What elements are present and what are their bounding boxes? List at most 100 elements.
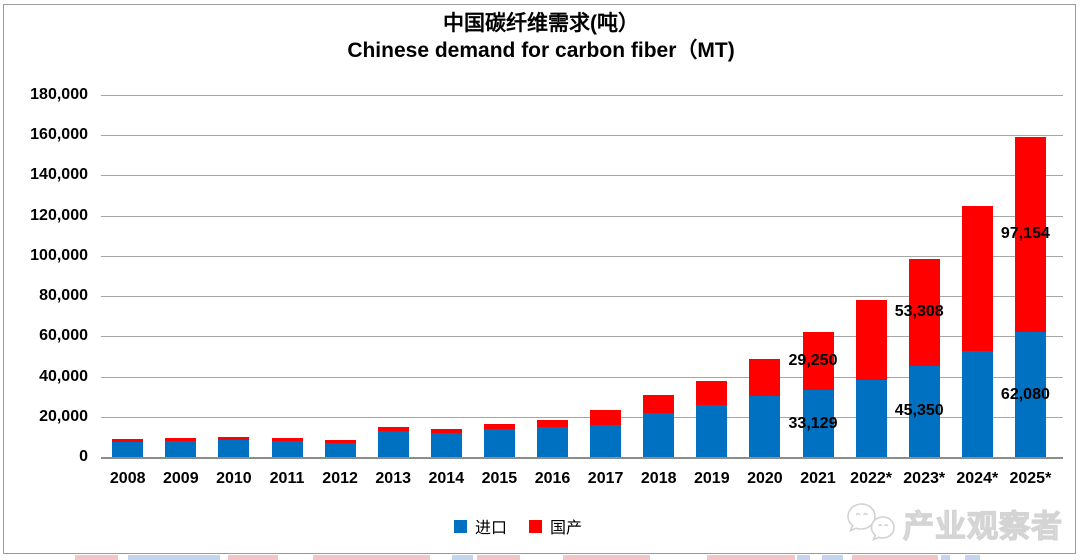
bar-import-2023* (908, 365, 940, 457)
bar-import-2017 (590, 424, 622, 457)
data-label-2025*-进口: 62,080 (1000, 385, 1050, 403)
chart-title-en: Chinese demand for carbon fiber（MT) (347, 39, 735, 62)
legend: 进口 国产 (0, 516, 1050, 537)
data-label-2021-国产: 29,250 (788, 351, 838, 369)
gridline (101, 95, 1063, 96)
bar-domestic-2022* (855, 300, 887, 380)
bar-domestic-2008 (112, 439, 144, 442)
gridline (101, 336, 1063, 338)
watermark: 产业观察者 (845, 498, 1075, 548)
bar-domestic-2020 (749, 358, 781, 396)
gridline (101, 175, 1063, 177)
bottom-strip (941, 555, 950, 560)
legend-swatch-domestic (529, 519, 542, 533)
data-label-2021-进口: 33,129 (788, 414, 838, 432)
bar-domestic-2023* (908, 258, 940, 366)
legend-label-domestic: 国产 (550, 520, 583, 537)
data-label-2023*-进口: 45,350 (894, 402, 944, 420)
bar-import-2014 (430, 432, 462, 457)
bar-import-2019 (696, 405, 728, 457)
x-axis-label-2020: 2020 (747, 470, 783, 487)
x-axis-label-2019: 2019 (694, 470, 730, 487)
bar-domestic-2014 (430, 428, 462, 433)
bar-import-2009 (165, 440, 197, 457)
bottom-strip (965, 555, 980, 560)
y-axis-tick-label: 160,000 (30, 126, 88, 144)
bar-import-2021 (802, 390, 834, 457)
bar-domestic-2017 (590, 409, 622, 425)
gridline (101, 135, 1063, 137)
bottom-strip (707, 555, 795, 560)
wechat-icon (847, 503, 895, 541)
x-axis-label-2008: 2008 (109, 470, 146, 487)
x-axis-label-2009: 2009 (163, 470, 199, 487)
bottom-strip (452, 555, 473, 560)
bar-domestic-2009 (165, 438, 197, 441)
x-axis-label-2015: 2015 (481, 470, 518, 487)
y-axis-tick-label: 40,000 (39, 367, 88, 385)
bar-domestic-2011 (271, 438, 303, 441)
bottom-strip (128, 555, 220, 560)
bar-domestic-2010 (218, 436, 250, 440)
y-axis-tick-label: 140,000 (30, 166, 88, 184)
legend-label-import: 进口 (474, 520, 507, 537)
bar-import-2022* (855, 379, 887, 457)
bar-domestic-2021 (802, 331, 834, 391)
bar-import-2018 (643, 412, 675, 457)
bar-domestic-2024* (961, 205, 993, 352)
bottom-strip (75, 555, 118, 560)
x-axis-label-2011: 2011 (269, 470, 305, 487)
x-axis-label-2023*: 2023* (903, 470, 946, 487)
bar-domestic-2015 (483, 424, 515, 429)
x-axis-label-2025*: 2025* (1009, 470, 1052, 487)
legend-swatch-import (453, 519, 467, 533)
bottom-strip (797, 555, 810, 560)
bar-import-2012 (324, 442, 356, 457)
x-axis-label-2012: 2012 (322, 470, 358, 487)
bar-domestic-2016 (537, 420, 568, 427)
y-axis-tick-label: 80,000 (39, 287, 88, 305)
x-axis-label-2018: 2018 (640, 470, 677, 487)
bar-import-2025* (1014, 332, 1046, 457)
bottom-strip (313, 555, 430, 560)
x-axis-label-2021: 2021 (800, 470, 836, 487)
bottom-strip (852, 555, 938, 560)
bar-import-2010 (218, 439, 250, 457)
y-axis-tick-label: 120,000 (30, 206, 88, 224)
bottom-strip (228, 555, 278, 560)
x-axis-label-2013: 2013 (375, 470, 411, 487)
gridline (101, 376, 1063, 378)
x-axis-label-2017: 2017 (587, 470, 624, 487)
x-axis-line (101, 456, 1063, 459)
y-axis-tick-label: 0 (79, 448, 88, 465)
gridline (101, 416, 1063, 418)
chart-title-zh: 中国碳纤维需求(吨） (443, 12, 639, 35)
bar-import-2024* (961, 351, 993, 457)
y-axis-tick-label: 60,000 (39, 327, 88, 345)
data-label-2023*-国产: 53,308 (894, 303, 944, 321)
bottom-strip (477, 555, 520, 560)
x-axis-label-2024*: 2024* (956, 470, 999, 487)
bar-import-2016 (537, 426, 568, 457)
y-axis-tick-label: 20,000 (39, 407, 88, 425)
x-axis-label-2010: 2010 (216, 470, 252, 487)
x-axis-label-2016: 2016 (534, 470, 571, 487)
y-axis-tick-label: 100,000 (30, 246, 88, 264)
bar-import-2013 (377, 430, 409, 457)
bar-domestic-2013 (377, 426, 409, 431)
x-axis-label-2022*: 2022* (850, 470, 892, 487)
bar-import-2020 (749, 395, 781, 457)
watermark-text: 产业观察者 (902, 508, 1063, 544)
chart-title: 中国碳纤维需求(吨） Chinese demand for carbon fib… (0, 10, 1082, 64)
bottom-strip (563, 555, 650, 560)
bar-domestic-2025* (1014, 136, 1046, 333)
bar-domestic-2018 (643, 394, 675, 413)
data-label-2025*-国产: 97,154 (1000, 225, 1050, 243)
bottom-strip (822, 555, 843, 560)
gridline (101, 296, 1063, 298)
y-axis-tick-label: 180,000 (30, 86, 88, 103)
bar-import-2011 (271, 440, 303, 457)
bar-domestic-2012 (324, 439, 356, 443)
